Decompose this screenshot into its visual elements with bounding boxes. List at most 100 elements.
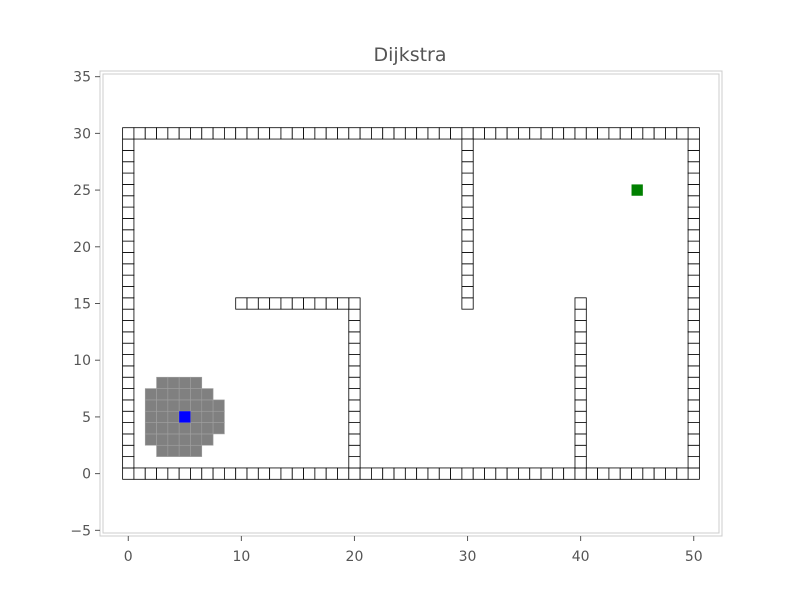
- obstacle-cell: [246, 297, 259, 310]
- obstacle-cells: [122, 127, 700, 480]
- obstacle-cell: [122, 308, 135, 321]
- obstacle-cell: [404, 467, 418, 480]
- obstacle-cell: [371, 127, 384, 140]
- obstacle-cell: [382, 467, 395, 480]
- obstacle-cell: [687, 342, 700, 355]
- obstacle-cell: [122, 127, 135, 140]
- obstacle-cell: [348, 467, 361, 480]
- obstacle-cell: [348, 354, 361, 367]
- obstacle-cell: [337, 127, 350, 140]
- obstacle-cell: [472, 127, 485, 140]
- obstacle-cell: [687, 149, 700, 163]
- explored-cell: [156, 376, 169, 389]
- x-tick-label: 0: [124, 549, 133, 565]
- obstacle-cell: [676, 467, 689, 480]
- obstacle-cell: [540, 467, 553, 480]
- explored-cell: [156, 422, 169, 435]
- obstacle-cell: [665, 467, 678, 480]
- obstacle-cell: [269, 467, 282, 480]
- explored-cell: [178, 433, 191, 446]
- obstacle-cell: [687, 297, 700, 310]
- obstacle-cell: [371, 467, 384, 480]
- obstacle-cell: [348, 127, 361, 140]
- obstacle-cell: [201, 127, 214, 140]
- obstacle-cell: [687, 354, 700, 367]
- y-tick-label: 25: [73, 183, 91, 199]
- obstacle-cell: [280, 127, 293, 140]
- obstacle-cell: [687, 252, 700, 265]
- obstacle-cell: [235, 297, 248, 310]
- obstacle-cell: [122, 172, 135, 185]
- obstacle-cell: [574, 388, 587, 401]
- obstacle-cell: [291, 297, 304, 310]
- obstacle-cell: [122, 240, 135, 253]
- y-axis-ticks: −5 0 5 10 15 20 25 30 35: [70, 70, 100, 539]
- obstacle-cell: [122, 263, 135, 276]
- explored-cell: [156, 399, 169, 412]
- obstacle-cell: [122, 286, 135, 299]
- obstacle-cell: [122, 422, 135, 435]
- obstacle-cell: [122, 399, 135, 412]
- obstacle-cell: [416, 467, 429, 480]
- obstacle-cell: [122, 184, 135, 197]
- obstacle-cell: [484, 127, 497, 140]
- obstacle-cell: [687, 195, 700, 208]
- explored-cell: [201, 399, 214, 412]
- explored-cell: [190, 376, 203, 389]
- x-tick-label: 30: [459, 549, 477, 565]
- obstacle-cell: [574, 433, 587, 446]
- x-tick-label: 40: [572, 549, 590, 565]
- obstacle-cell: [529, 127, 542, 140]
- obstacle-cell: [472, 467, 485, 480]
- obstacle-cell: [325, 467, 338, 480]
- obstacle-cell: [574, 410, 587, 423]
- obstacle-cell: [156, 467, 169, 480]
- explored-cell: [144, 433, 157, 446]
- explored-cell: [178, 376, 191, 389]
- obstacle-cell: [122, 320, 135, 333]
- explored-cell: [167, 376, 180, 389]
- explored-cell: [201, 388, 214, 401]
- obstacle-cell: [687, 444, 700, 458]
- obstacle-cell: [122, 410, 135, 423]
- explored-cell: [212, 422, 225, 435]
- obstacle-cell: [687, 467, 700, 480]
- obstacle-cell: [563, 127, 576, 140]
- obstacle-cell: [359, 467, 372, 480]
- obstacle-cell: [518, 127, 531, 140]
- explored-cell: [156, 410, 169, 423]
- explored-cell: [212, 399, 225, 412]
- obstacle-cell: [212, 467, 225, 480]
- explored-cell: [144, 388, 157, 401]
- obstacle-cell: [122, 456, 135, 469]
- obstacle-cell: [461, 149, 474, 163]
- obstacle-cell: [314, 127, 327, 140]
- obstacle-cell: [303, 127, 316, 140]
- explored-cell: [190, 410, 203, 423]
- obstacle-cell: [687, 172, 700, 185]
- obstacle-cell: [382, 127, 395, 140]
- obstacle-cell: [348, 320, 361, 333]
- obstacle-cell: [348, 410, 361, 423]
- y-tick-label: −5: [70, 523, 91, 539]
- obstacle-cell: [642, 127, 655, 140]
- obstacle-cell: [495, 127, 508, 140]
- explored-cell: [156, 433, 169, 446]
- obstacle-cell: [608, 467, 621, 480]
- explored-cell: [212, 410, 225, 423]
- y-tick-label: 10: [73, 353, 91, 369]
- explored-cell: [190, 388, 203, 401]
- obstacle-cell: [529, 467, 542, 480]
- obstacle-cell: [653, 127, 666, 140]
- obstacle-cell: [122, 342, 135, 355]
- obstacle-cell: [597, 467, 610, 480]
- start-goal-markers: [179, 184, 643, 423]
- obstacle-cell: [631, 467, 644, 480]
- obstacle-cell: [246, 467, 259, 480]
- explored-cell: [190, 444, 203, 457]
- obstacle-cell: [201, 467, 214, 480]
- obstacle-cell: [190, 467, 203, 480]
- obstacle-cell: [574, 342, 587, 355]
- obstacle-cell: [687, 308, 700, 321]
